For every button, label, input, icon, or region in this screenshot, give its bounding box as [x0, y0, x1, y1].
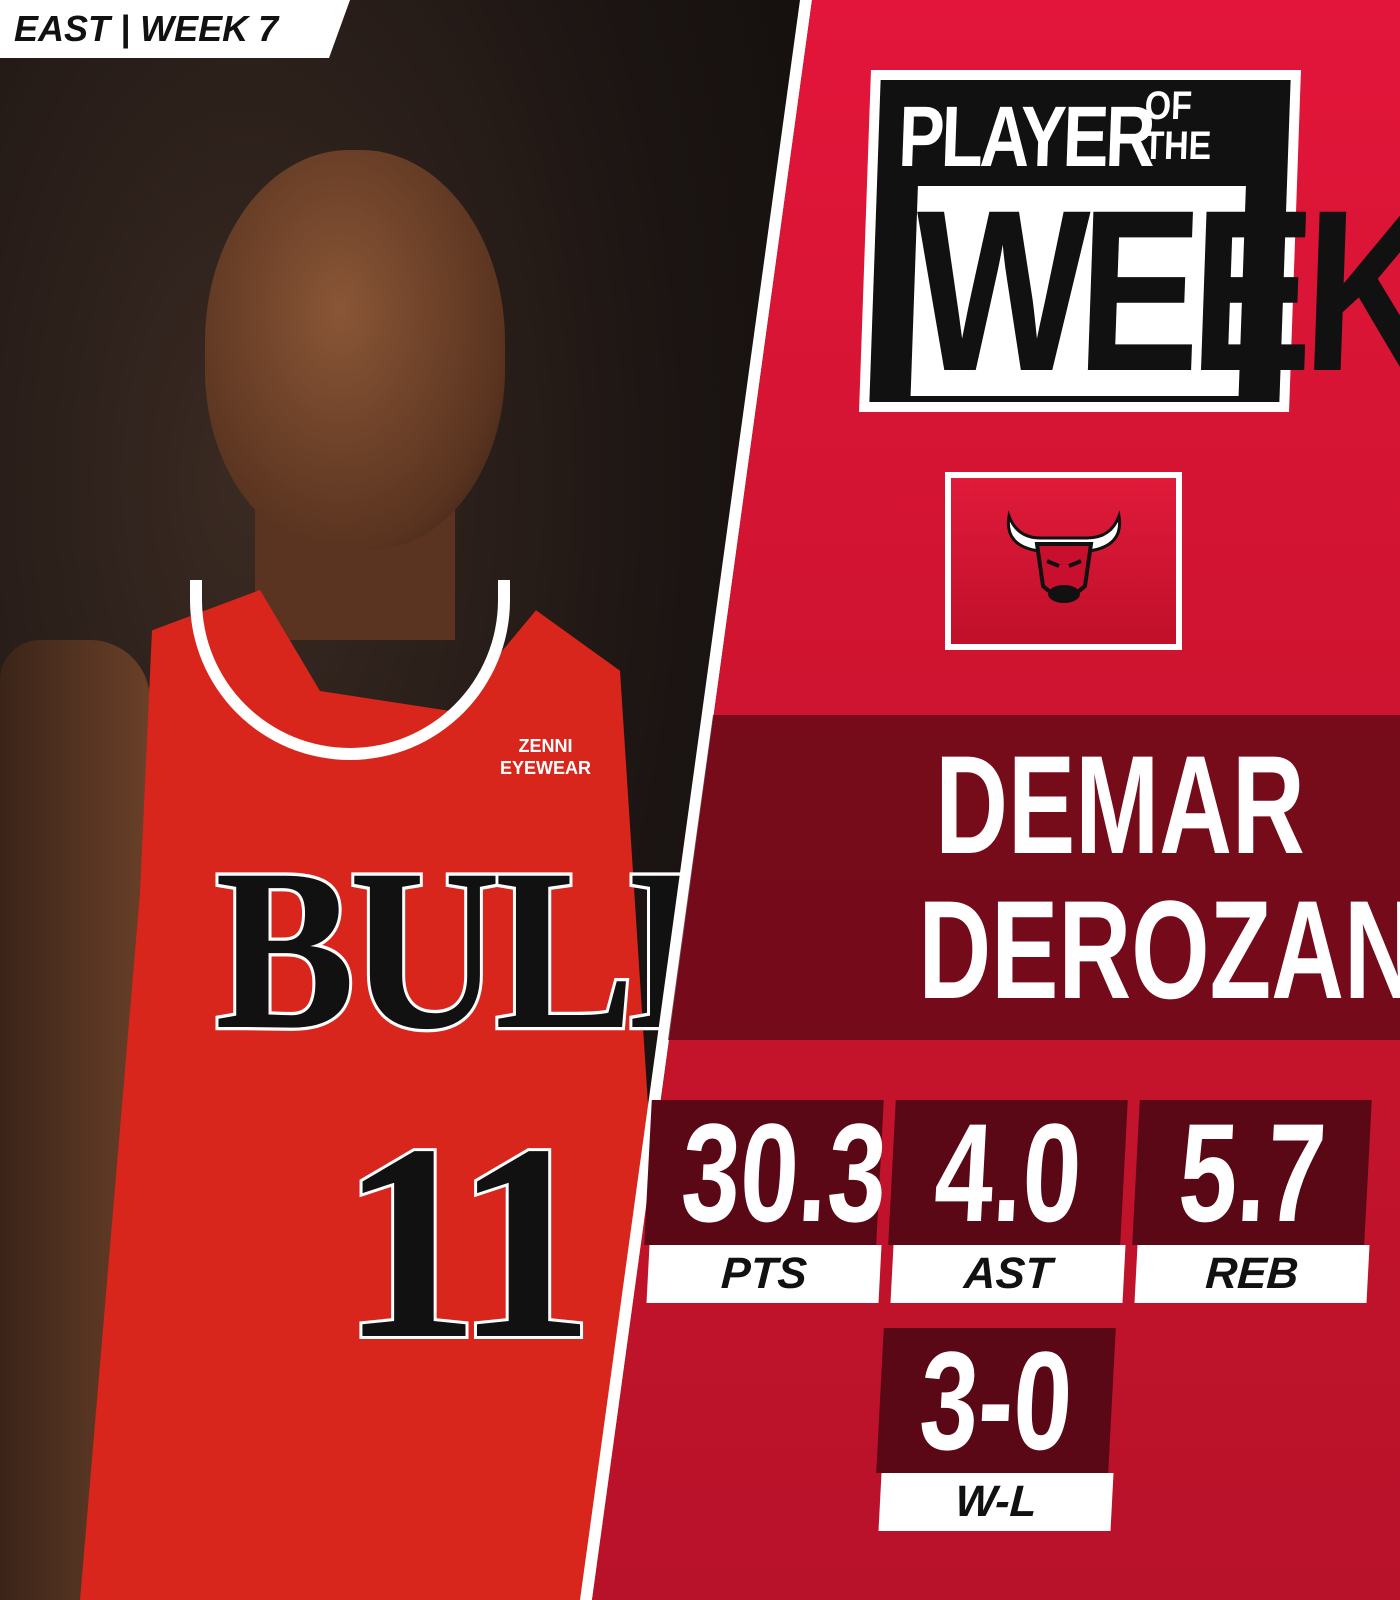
- player-jersey: [80, 590, 680, 1600]
- stat-pts: 30.3 PTS: [644, 1094, 891, 1303]
- title-of-the: OF THE: [1142, 84, 1214, 168]
- stat-label: W-L: [878, 1473, 1114, 1531]
- stat-ast: 4.0 AST: [888, 1094, 1128, 1303]
- bull-logo-icon: [1006, 510, 1121, 603]
- sponsor-sub: EYEWEAR: [500, 758, 592, 778]
- title-the: THE: [1142, 124, 1213, 168]
- player-photo: ZENNI EYEWEAR BULLS 11: [0, 0, 883, 1600]
- conference-week-tag: EAST | WEEK 7: [0, 0, 350, 58]
- stat-value: 5.7: [1174, 1094, 1330, 1251]
- player-last-name: DEROZAN: [918, 871, 1400, 1028]
- stat-value: 30.3: [677, 1094, 891, 1251]
- name-band: [668, 715, 1400, 1040]
- sponsor-name: ZENNI: [518, 736, 573, 756]
- stat-label: REB: [1134, 1245, 1370, 1303]
- stat-label: PTS: [646, 1245, 882, 1303]
- player-first-name: DEMAR: [935, 726, 1305, 883]
- jersey-sponsor: ZENNI EYEWEAR: [500, 735, 591, 779]
- stat-value: 3-0: [916, 1322, 1076, 1479]
- team-logo-box: [945, 472, 1182, 650]
- player-head: [205, 150, 505, 550]
- title-of: OF: [1143, 84, 1193, 128]
- title-week: WEEK: [909, 162, 1400, 419]
- jersey-number: 11: [337, 1083, 598, 1400]
- stat-value: 4.0: [930, 1094, 1086, 1251]
- stat-reb: 5.7 REB: [1132, 1094, 1372, 1303]
- title-box: PLAYER OF THE WEEK: [859, 70, 1400, 419]
- stat-label: AST: [890, 1245, 1126, 1303]
- stat-wl: 3-0 W-L: [876, 1322, 1116, 1531]
